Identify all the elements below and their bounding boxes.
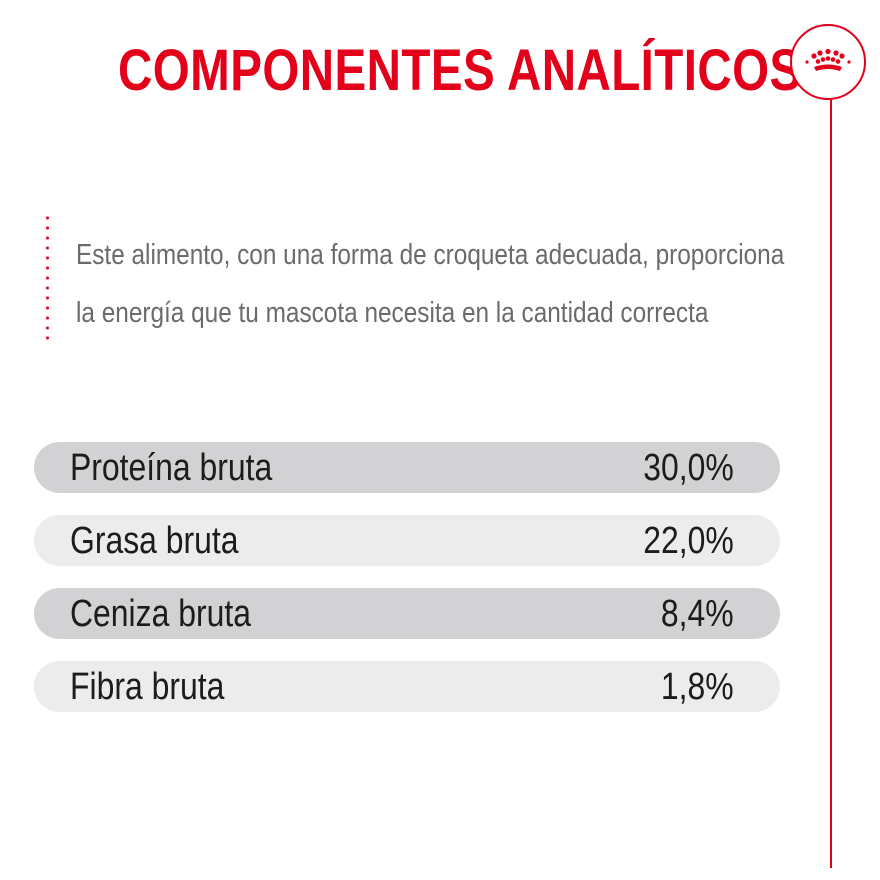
vertical-accent-line — [830, 100, 832, 868]
description-text: Este alimento, con una forma de croqueta… — [76, 226, 796, 342]
nutrient-value: 22,0% — [643, 520, 734, 562]
description-line: Este alimento, con una forma de croqueta… — [76, 239, 785, 271]
nutrient-row-ash: Ceniza bruta 8,4% — [34, 588, 780, 639]
nutrient-row-fat: Grasa bruta 22,0% — [34, 515, 780, 566]
nutrient-row-protein: Proteína bruta 30,0% — [34, 442, 780, 493]
description-line: la energía que tu mascota necesita en la… — [76, 297, 709, 329]
dotted-divider — [46, 213, 49, 345]
nutrient-value: 8,4% — [661, 593, 734, 635]
nutrient-value: 1,8% — [661, 666, 734, 708]
nutrient-value: 30,0% — [643, 447, 734, 489]
nutrient-label: Grasa bruta — [70, 520, 239, 562]
nutrient-row-fiber: Fibra bruta 1,8% — [34, 661, 780, 712]
brand-logo — [790, 24, 866, 100]
crown-icon — [805, 48, 851, 71]
nutrient-table: Proteína bruta 30,0% Grasa bruta 22,0% C… — [34, 442, 780, 734]
nutrient-label: Proteína bruta — [70, 447, 273, 489]
nutrient-label: Fibra bruta — [70, 666, 225, 708]
page-title: COMPONENTES ANALÍTICOS — [118, 38, 802, 103]
nutrient-label: Ceniza bruta — [70, 593, 251, 635]
